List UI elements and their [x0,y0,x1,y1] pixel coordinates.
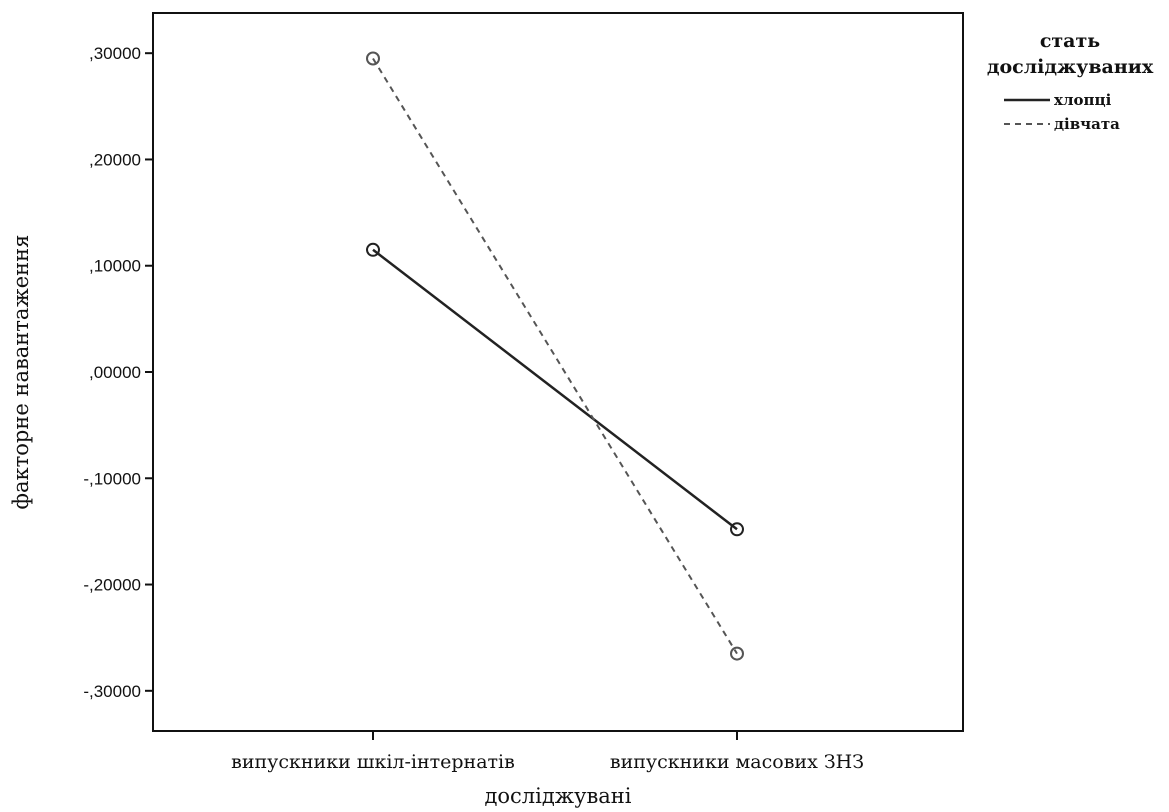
x-axis-title: досліджувані [484,784,631,808]
legend-title-line-2: досліджуваних [987,56,1154,78]
legend-title-line-1: стать [1040,30,1100,52]
legend-label-series-2: дівчата [1054,115,1120,133]
legend-label-series-1: хлопці [1054,91,1112,109]
y-tick-label: -,10000 [83,469,141,488]
y-tick-label: ,00000 [89,363,141,382]
series-2-point [730,646,744,661]
y-tick-label: ,10000 [89,257,141,276]
y-tick-label: ,30000 [89,44,141,63]
x-tick-label: випускники шкіл-інтернатів [231,751,515,773]
y-tick-label: -,30000 [83,682,141,701]
series-1-point [366,242,380,257]
y-tick-label: ,20000 [89,150,141,169]
x-axis: випускники шкіл-інтернатів випускники мас… [231,731,864,773]
y-axis-title: факторне навантаження [9,235,33,510]
y-axis: ,30000 ,20000 ,10000 ,00000 -,10000 -,20000 -,… [83,44,153,701]
series-2-point [366,51,380,66]
series-1-point [730,522,744,537]
plot-frame [152,12,964,732]
series-line-1 [372,248,738,531]
x-tick-label: випускники масових ЗНЗ [610,751,864,773]
series-line-2 [372,57,738,655]
series-layer [366,51,744,661]
y-tick-label: -,20000 [83,576,141,595]
legend: стать досліджуваних хлопці дівчата [987,30,1154,133]
